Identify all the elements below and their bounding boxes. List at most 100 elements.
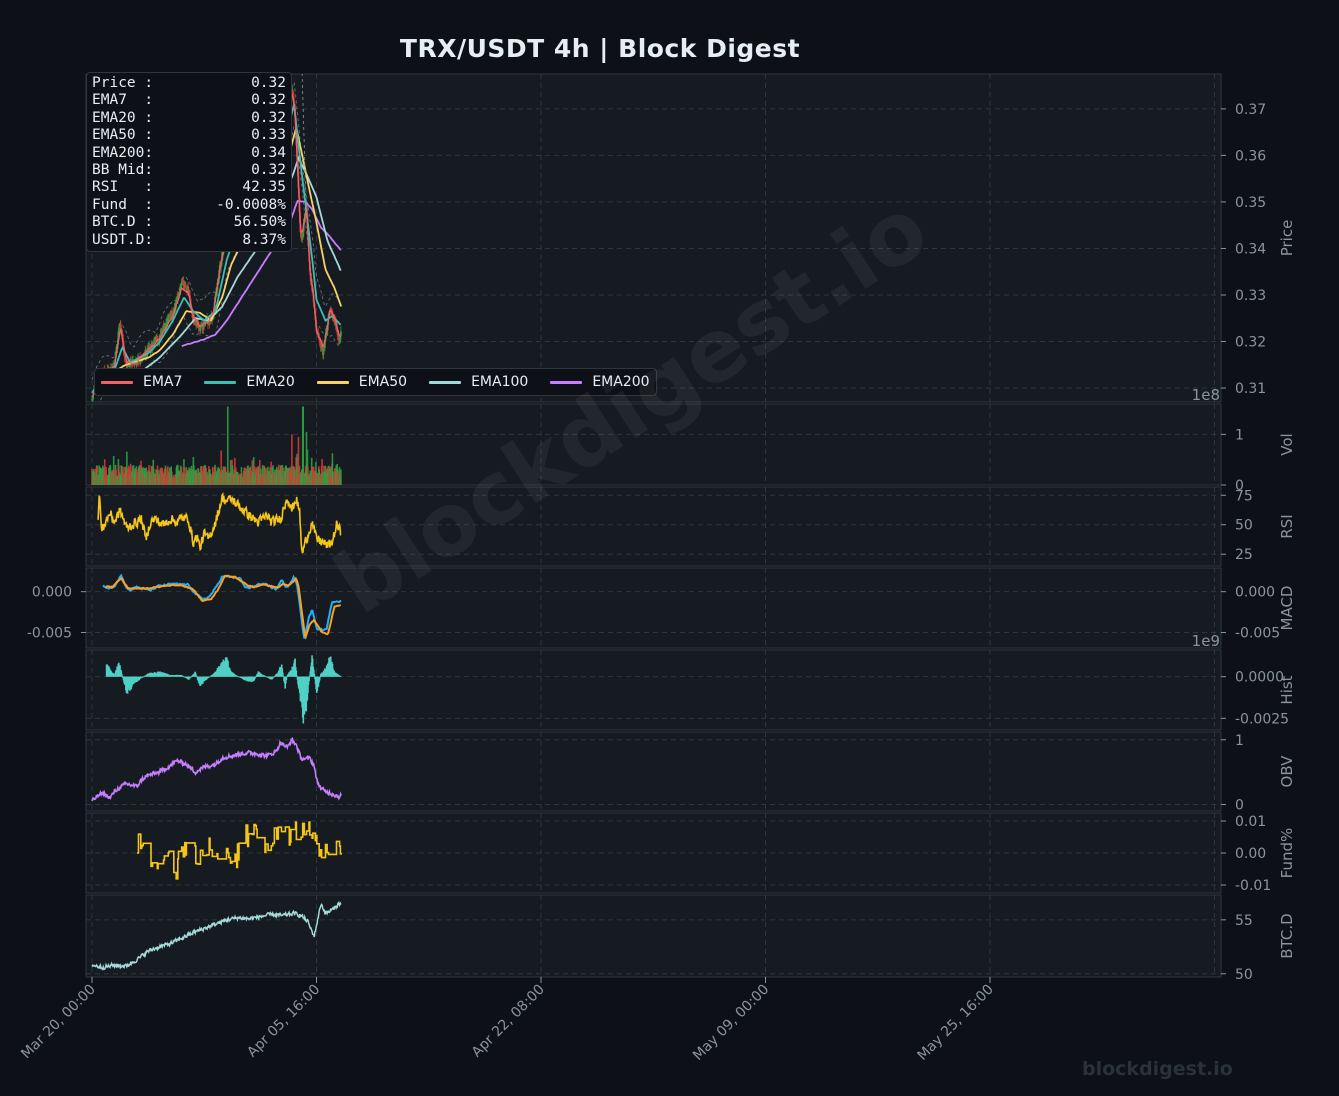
- candle-body: [182, 281, 185, 286]
- info-label: Price :: [92, 75, 154, 91]
- candle-body: [178, 292, 181, 296]
- x-tick-label: Apr 05, 16:00: [244, 982, 323, 1061]
- legend-item: EMA100: [429, 374, 528, 390]
- volume-bar: [155, 469, 158, 485]
- info-row: BTC.D : 56.50%: [92, 214, 286, 231]
- candle-body: [165, 322, 168, 323]
- candle-body: [188, 290, 191, 296]
- histogram-bar: [319, 676, 322, 678]
- panel-obv: 0 1 OBV: [85, 731, 1296, 814]
- info-row: Price : 0.32: [92, 75, 286, 92]
- y-tick-label: 0: [1235, 798, 1244, 814]
- panel-frame: [85, 486, 1222, 567]
- volume-bar: [302, 406, 305, 485]
- histogram-bar: [254, 676, 257, 678]
- y-tick-label: 0.33: [1235, 288, 1266, 304]
- x-axis: Mar 20, 00:00 Apr 05, 16:00 Apr 22, 08:00 M…: [18, 977, 997, 1064]
- candle-body: [203, 323, 206, 327]
- volume-bar: [331, 453, 334, 485]
- candle-body: [181, 282, 183, 285]
- y-tick-label: -0.005: [1235, 625, 1280, 641]
- volume-bar: [321, 459, 323, 485]
- candle-body: [150, 348, 152, 350]
- info-row: EMA50 : 0.33: [92, 127, 286, 144]
- y-axis-label: MACD: [1278, 586, 1296, 631]
- volume-bar: [253, 466, 256, 485]
- candle-body: [209, 319, 212, 324]
- candle-body: [338, 338, 341, 341]
- y-tick-label: 75: [1235, 488, 1253, 504]
- y-tick-label: 0.00: [1235, 846, 1266, 862]
- plot-area: [86, 568, 1221, 648]
- legend-item: EMA7: [101, 374, 182, 390]
- histogram-bar: [282, 672, 284, 677]
- volume-bar: [102, 465, 104, 485]
- candle-body: [196, 321, 199, 326]
- info-label: EMA200:: [92, 144, 154, 161]
- chart-title: TRX/USDT 4h | Block Digest: [399, 34, 801, 63]
- y-tick-label: 0.000: [1235, 585, 1275, 601]
- y-axis-label: OBV: [1278, 755, 1296, 788]
- histogram-bar: [190, 676, 193, 678]
- candle-body: [154, 339, 157, 342]
- info-value: 0.32: [251, 109, 286, 126]
- legend-item: EMA200: [550, 374, 650, 390]
- candle-body: [169, 314, 172, 316]
- y-tick-label: 0.35: [1235, 195, 1266, 211]
- candle-body: [176, 296, 179, 300]
- candle-body: [124, 356, 126, 359]
- candle-body: [202, 327, 205, 330]
- info-value: 42.35: [242, 179, 286, 196]
- info-box: Price : 0.32 EMA7 : 0.32 EMA20 : 0.32 EMA50 : 0…: [86, 72, 292, 252]
- candle-body: [170, 313, 173, 315]
- volume-bar: [94, 468, 97, 485]
- info-row: EMA20 : 0.32: [92, 110, 286, 127]
- volume-bar: [100, 467, 102, 485]
- y-tick-label: 0.37: [1235, 102, 1266, 118]
- volume-bar: [99, 466, 101, 485]
- candle-body: [171, 311, 174, 318]
- y-tick-label: 0.34: [1235, 241, 1266, 257]
- volume-bar: [131, 466, 134, 485]
- candle-body: [199, 327, 202, 331]
- candle-body: [337, 334, 340, 339]
- volume-bar: [267, 466, 269, 485]
- legend-item: EMA50: [316, 374, 407, 390]
- info-label: EMA7 :: [92, 92, 154, 109]
- candle-body: [117, 331, 120, 340]
- candle-body: [208, 321, 210, 324]
- histogram-bar: [307, 676, 309, 694]
- volume-bar: [340, 469, 342, 485]
- legend-swatch: [429, 380, 462, 384]
- volume-bar: [183, 466, 186, 485]
- volume-bar: [152, 469, 155, 485]
- candle-body: [193, 323, 196, 324]
- candle-body: [136, 361, 139, 366]
- y-tick-label: 1: [1235, 733, 1244, 749]
- y-axis-label: Fund%: [1278, 828, 1296, 879]
- y-tick-label: 0.31: [1235, 381, 1266, 397]
- candle-body: [186, 288, 189, 291]
- plot-area: [86, 813, 1221, 893]
- info-value: -0.0008%: [216, 196, 286, 213]
- candle-body: [159, 333, 162, 338]
- candle-body: [340, 331, 342, 336]
- plot-area: [86, 487, 1221, 566]
- volume-bar: [109, 465, 112, 485]
- candle-body: [208, 323, 211, 325]
- candle-body: [143, 354, 146, 358]
- candle-body: [169, 314, 172, 318]
- candle-body: [322, 347, 325, 355]
- histogram-bar: [120, 673, 123, 677]
- candle-body: [121, 331, 124, 335]
- volume-bar: [93, 469, 95, 485]
- candle-body: [167, 317, 170, 319]
- volume-bar: [190, 465, 193, 485]
- candle-body: [131, 364, 133, 365]
- candle-body: [121, 334, 124, 338]
- candle-body: [212, 318, 215, 320]
- histogram-bar: [308, 676, 310, 681]
- y-tick-label: 0.36: [1235, 148, 1266, 164]
- volume-bar: [257, 466, 260, 485]
- info-value: 0.34: [251, 144, 286, 161]
